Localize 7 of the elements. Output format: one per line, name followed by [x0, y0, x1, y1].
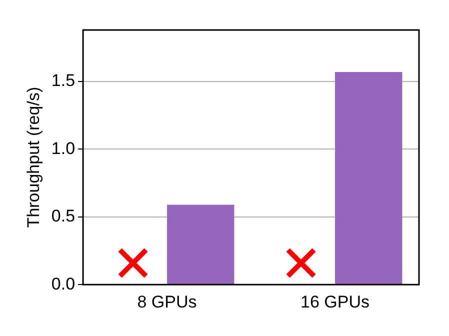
- y-tick-label: 0.5: [51, 206, 76, 226]
- y-tick-label: 1.0: [51, 138, 76, 158]
- x-tick-label: 8 GPUs: [137, 292, 197, 312]
- y-axis-title: Throughput (req/s): [24, 86, 43, 228]
- y-tick-label: 1.5: [51, 71, 76, 90]
- x-tick-label: 16 GPUs: [300, 292, 370, 312]
- y-tick-label: 0.0: [51, 274, 76, 294]
